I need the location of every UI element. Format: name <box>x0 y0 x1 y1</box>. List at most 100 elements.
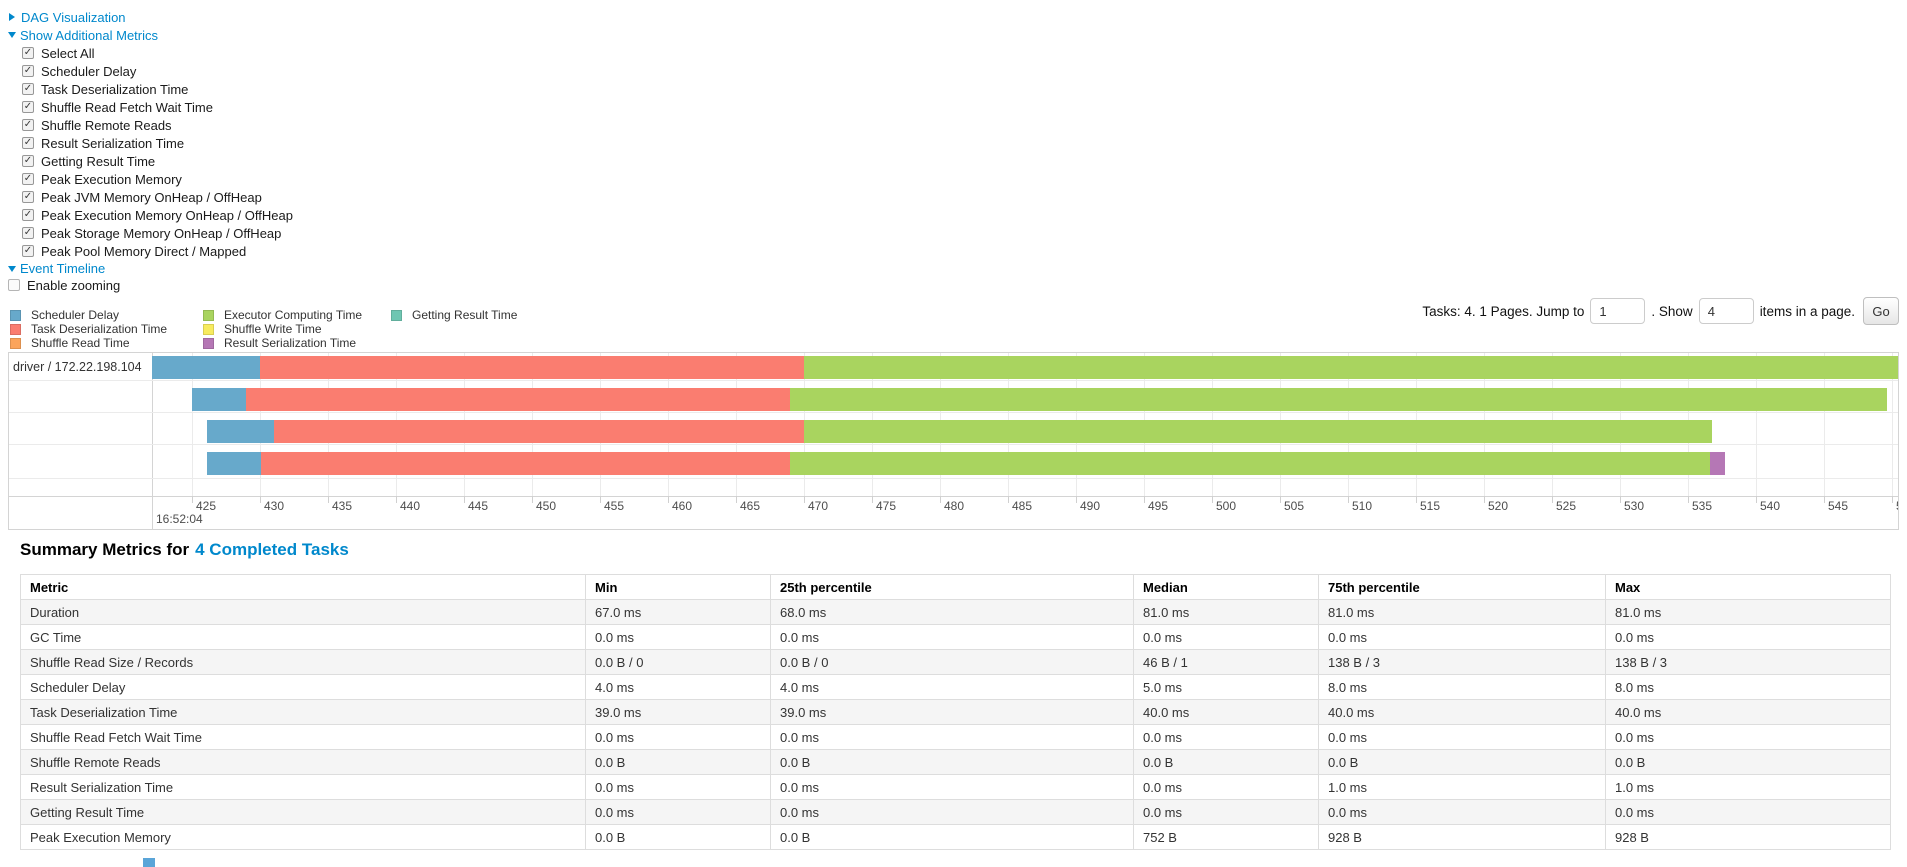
task-bar-segment-executor-computing[interactable] <box>804 356 1898 379</box>
completed-tasks-link[interactable]: 4 Completed Tasks <box>195 540 349 559</box>
axis-tick-label: 490 <box>1080 499 1101 513</box>
legend-label: Scheduler Delay <box>31 308 120 322</box>
legend-column: Scheduler Delay Task Deserialization Time… <box>10 308 203 350</box>
event-timeline-toggle[interactable]: Event Timeline <box>8 260 293 277</box>
checkbox-icon: ✓ <box>22 65 34 77</box>
table-row: Shuffle Read Size / Records 0.0 B / 0 0.0 … <box>20 649 1891 675</box>
axis-tick <box>1348 496 1349 503</box>
value-cell: 928 B <box>1318 824 1606 850</box>
value-cell: 46 B / 1 <box>1133 649 1319 675</box>
metric-checkbox-shuffle-remote-reads[interactable]: ✓ Shuffle Remote Reads <box>22 116 293 134</box>
gridline <box>1892 353 1893 496</box>
value-cell: 0.0 B <box>770 824 1134 850</box>
legend-column: Executor Computing Time Shuffle Write Tim… <box>203 308 391 350</box>
value-cell: 5.0 ms <box>1133 674 1319 700</box>
axis-tick <box>192 496 193 503</box>
task-bar-segment-scheduler-delay[interactable] <box>192 388 247 411</box>
value-cell: 4.0 ms <box>585 674 771 700</box>
page-size-input[interactable] <box>1698 298 1754 324</box>
row-separator <box>9 412 1898 413</box>
task-bar-segment-executor-computing[interactable] <box>790 452 1710 475</box>
summary-table-body: Duration 67.0 ms 68.0 ms 81.0 ms 81.0 ms 81.0… <box>20 599 1891 850</box>
task-pagination: Tasks: 4. 1 Pages. Jump to . Show items … <box>0 296 1899 326</box>
axis-tick-label: 545 <box>1828 499 1849 513</box>
executor-group-label: driver / 172.22.198.104 <box>13 360 142 374</box>
table-row: GC Time 0.0 ms 0.0 ms 0.0 ms 0.0 ms 0.0 ms <box>20 624 1891 650</box>
metric-cell: Shuffle Read Size / Records <box>20 649 586 675</box>
legend-item-scheduler-delay: Scheduler Delay <box>10 308 203 322</box>
value-cell: 8.0 ms <box>1605 674 1891 700</box>
metric-checkbox-shuffle-read-fetch-wait-time[interactable]: ✓ Shuffle Read Fetch Wait Time <box>22 98 293 116</box>
clipped-next-section-fragment <box>143 858 155 867</box>
enable-zooming-checkbox[interactable]: Enable zooming <box>8 277 293 293</box>
metric-checkbox-getting-result-time[interactable]: ✓ Getting Result Time <box>22 152 293 170</box>
row-separator <box>9 478 1898 479</box>
timeline-canvas: driver / 172.22.198.104 16:52:04 425 430 4… <box>9 353 1898 529</box>
task-bar-segment-executor-computing[interactable] <box>804 420 1713 443</box>
column-header-25th-percentile: 25th percentile <box>770 574 1134 600</box>
metric-checkbox-select-all[interactable]: ✓ Select All <box>22 44 293 62</box>
show-label: . Show <box>1651 303 1693 319</box>
value-cell: 138 B / 3 <box>1318 649 1606 675</box>
column-header-max: Max <box>1605 574 1891 600</box>
axis-tick-label: 485 <box>1012 499 1033 513</box>
metric-cell: Scheduler Delay <box>20 674 586 700</box>
checkbox-icon: ✓ <box>22 191 34 203</box>
dag-visualization-toggle[interactable]: DAG Visualization <box>8 8 293 26</box>
axis-tick <box>1008 496 1009 503</box>
go-button[interactable]: Go <box>1863 297 1899 325</box>
table-row: Shuffle Read Fetch Wait Time 0.0 ms 0.0 ms… <box>20 724 1891 750</box>
metric-checkbox-result-serialization-time[interactable]: ✓ Result Serialization Time <box>22 134 293 152</box>
task-bar-segment-scheduler-delay[interactable] <box>152 356 260 379</box>
axis-tick <box>668 496 669 503</box>
axis-tick <box>532 496 533 503</box>
task-bar-segment-task-deserialization[interactable] <box>246 388 791 411</box>
metric-checkbox-task-deserialization-time[interactable]: ✓ Task Deserialization Time <box>22 80 293 98</box>
axis-tick <box>1552 496 1553 503</box>
metric-cell: Shuffle Remote Reads <box>20 749 586 775</box>
axis-tick <box>1416 496 1417 503</box>
axis-tick <box>260 496 261 503</box>
summary-title-prefix: Summary Metrics for <box>20 540 190 559</box>
task-bar-segment-executor-computing[interactable] <box>790 388 1887 411</box>
task-bar-segment-task-deserialization[interactable] <box>273 420 804 443</box>
value-cell: 4.0 ms <box>770 674 1134 700</box>
axis-tick-label: 510 <box>1352 499 1373 513</box>
metric-checkbox-peak-pool-memory-direct-mapped[interactable]: ✓ Peak Pool Memory Direct / Mapped <box>22 242 293 260</box>
metric-cell: Shuffle Read Fetch Wait Time <box>20 724 586 750</box>
task-bar-segment-result-serialization[interactable] <box>1709 452 1725 475</box>
axis-tick-label: 470 <box>808 499 829 513</box>
metric-checkbox-peak-storage-memory-onheap-offheap[interactable]: ✓ Peak Storage Memory OnHeap / OffHeap <box>22 224 293 242</box>
checkbox-label: Scheduler Delay <box>41 63 137 79</box>
value-cell: 0.0 ms <box>770 724 1134 750</box>
metric-checkbox-peak-execution-memory-onheap-offheap[interactable]: ✓ Peak Execution Memory OnHeap / OffHeap <box>22 206 293 224</box>
value-cell: 39.0 ms <box>585 699 771 725</box>
task-bar-segment-task-deserialization[interactable] <box>260 356 804 379</box>
axis-tick-label: 500 <box>1216 499 1237 513</box>
metric-checkbox-peak-execution-memory[interactable]: ✓ Peak Execution Memory <box>22 170 293 188</box>
checkbox-label: Peak JVM Memory OnHeap / OffHeap <box>41 189 262 205</box>
checkbox-icon: ✓ <box>22 209 34 221</box>
task-bar-segment-task-deserialization[interactable] <box>261 452 791 475</box>
task-bar-segment-scheduler-delay[interactable] <box>206 452 262 475</box>
legend-swatch-icon <box>391 309 402 321</box>
collapsed-arrow-icon <box>9 13 15 21</box>
checkbox-label: Peak Storage Memory OnHeap / OffHeap <box>41 225 282 241</box>
metric-checkbox-scheduler-delay[interactable]: ✓ Scheduler Delay <box>22 62 293 80</box>
legend-label: Result Serialization Time <box>224 336 357 350</box>
value-cell: 0.0 ms <box>1318 799 1606 825</box>
value-cell: 0.0 ms <box>1318 724 1606 750</box>
metric-checkbox-peak-jvm-memory-onheap-offheap[interactable]: ✓ Peak JVM Memory OnHeap / OffHeap <box>22 188 293 206</box>
jump-to-page-input[interactable] <box>1590 298 1646 324</box>
checkbox-label: Peak Execution Memory <box>41 171 182 187</box>
task-bar-segment-scheduler-delay[interactable] <box>206 420 274 443</box>
legend-swatch-icon <box>10 337 21 349</box>
axis-tick-label: 440 <box>400 499 421 513</box>
axis-tick-label: 450 <box>536 499 557 513</box>
value-cell: 0.0 B <box>770 749 1134 775</box>
axis-tick <box>1620 496 1621 503</box>
show-additional-metrics-toggle[interactable]: Show Additional Metrics <box>8 26 293 44</box>
page-controls: DAG Visualization Show Additional Metric… <box>8 8 293 293</box>
value-cell: 0.0 ms <box>585 774 771 800</box>
axis-tick-label: 525 <box>1556 499 1577 513</box>
